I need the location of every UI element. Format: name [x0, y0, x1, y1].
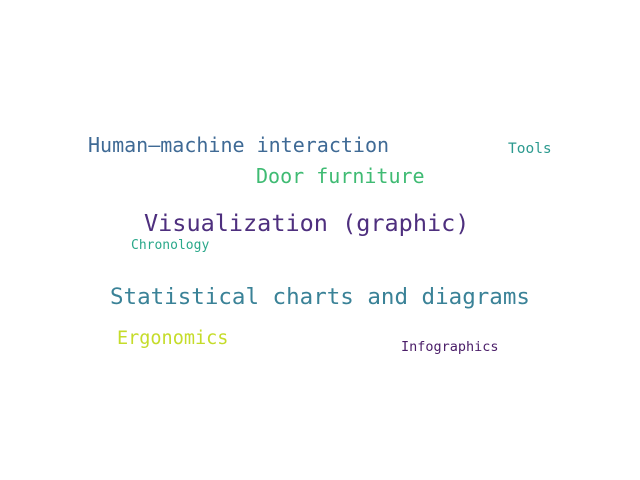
word-human-machine-interaction: Human–machine interaction	[88, 133, 390, 157]
word-chronology: Chronology	[131, 238, 210, 253]
word-ergonomics: Ergonomics	[117, 328, 229, 349]
word-tools: Tools	[508, 141, 552, 157]
word-visualization-graphic: Visualization (graphic)	[144, 209, 470, 237]
word-door-furniture: Door furniture	[256, 164, 425, 188]
word-statistical-charts-and-diagrams: Statistical charts and diagrams	[110, 284, 530, 310]
word-infographics: Infographics	[401, 339, 499, 355]
